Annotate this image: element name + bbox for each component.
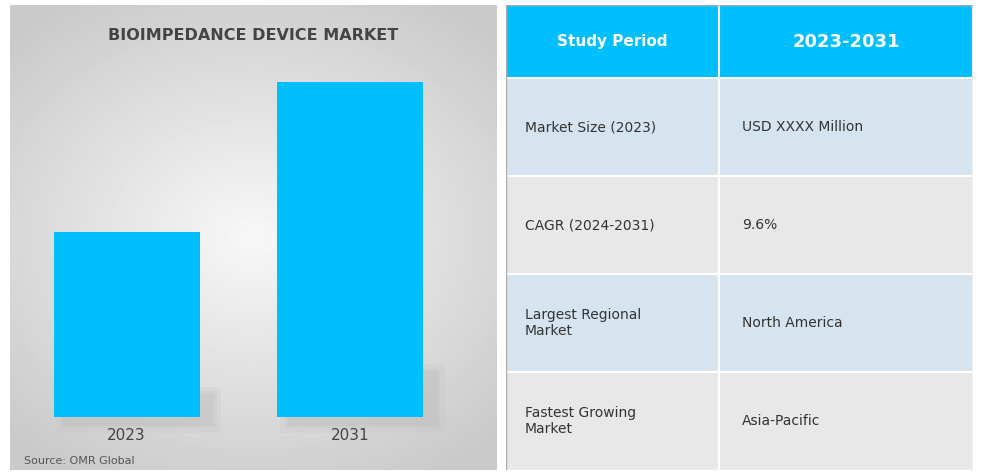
Bar — [506, 176, 719, 274]
Bar — [506, 5, 719, 78]
FancyBboxPatch shape — [63, 394, 214, 426]
Text: Source: OMR Global: Source: OMR Global — [25, 456, 135, 466]
Bar — [277, 82, 424, 417]
FancyBboxPatch shape — [61, 391, 216, 428]
Text: North America: North America — [742, 316, 842, 330]
Text: Largest Regional
Market: Largest Regional Market — [525, 308, 641, 338]
Bar — [506, 372, 719, 470]
Text: Fastest Growing
Market: Fastest Growing Market — [525, 406, 636, 437]
Bar — [719, 274, 973, 372]
Bar — [506, 78, 719, 176]
Text: 2023: 2023 — [107, 428, 145, 443]
FancyBboxPatch shape — [285, 369, 440, 428]
Text: Asia-Pacific: Asia-Pacific — [742, 414, 821, 428]
Text: Market Size (2023): Market Size (2023) — [525, 120, 656, 134]
Text: CAGR (2024-2031): CAGR (2024-2031) — [525, 218, 655, 232]
Text: BIOIMPEDANCE DEVICE MARKET: BIOIMPEDANCE DEVICE MARKET — [108, 28, 398, 43]
Text: 9.6%: 9.6% — [742, 218, 778, 232]
Text: USD XXXX Million: USD XXXX Million — [742, 120, 863, 134]
FancyBboxPatch shape — [287, 371, 438, 426]
FancyBboxPatch shape — [10, 5, 496, 470]
Text: Study Period: Study Period — [557, 34, 667, 49]
Bar — [719, 78, 973, 176]
FancyBboxPatch shape — [280, 364, 445, 433]
Bar — [719, 5, 973, 78]
Bar — [719, 176, 973, 274]
Text: 2023-2031: 2023-2031 — [792, 32, 899, 50]
Bar — [54, 232, 200, 417]
Text: 2031: 2031 — [331, 428, 370, 443]
Bar — [719, 372, 973, 470]
FancyBboxPatch shape — [56, 387, 221, 433]
Bar — [506, 274, 719, 372]
